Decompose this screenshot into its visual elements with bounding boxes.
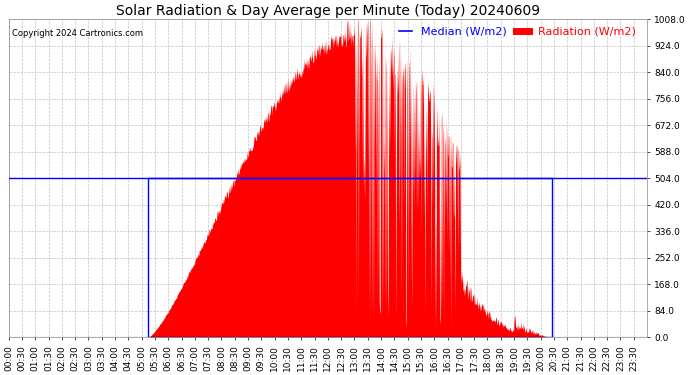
Bar: [148, 178, 552, 338]
Text: Copyright 2024 Cartronics.com: Copyright 2024 Cartronics.com: [12, 29, 143, 38]
Title: Solar Radiation & Day Average per Minute (Today) 20240609: Solar Radiation & Day Average per Minute…: [115, 4, 540, 18]
Legend: Median (W/m2), Radiation (W/m2): Median (W/m2), Radiation (W/m2): [395, 22, 640, 41]
